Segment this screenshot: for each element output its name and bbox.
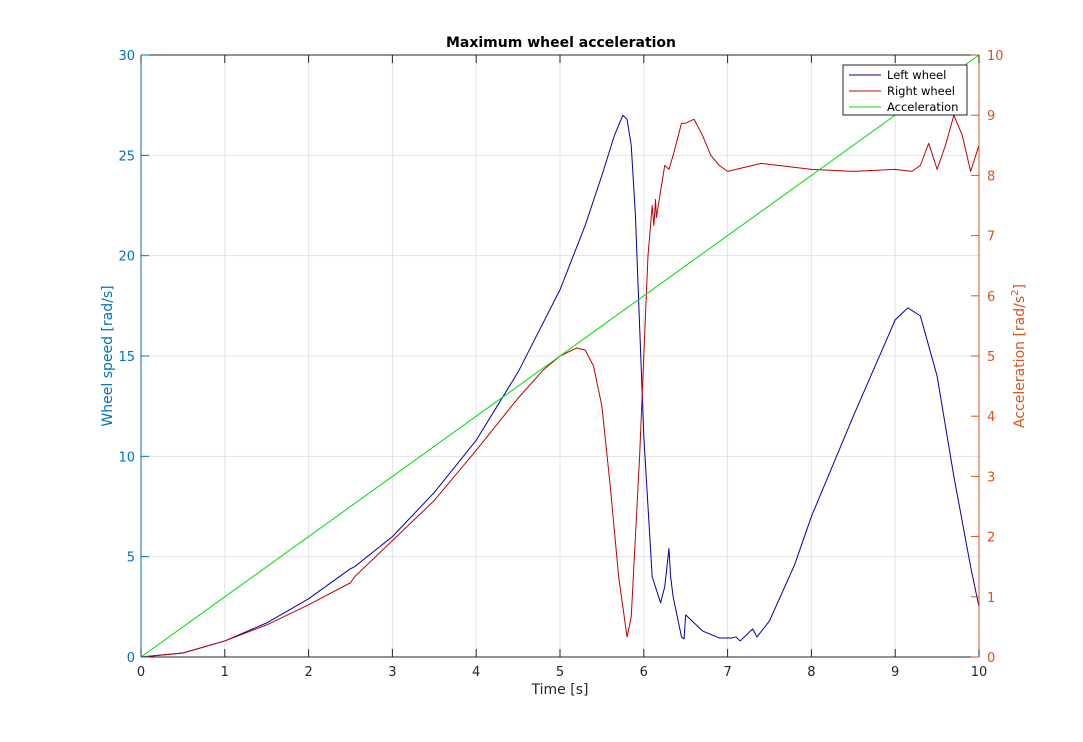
x-tick-label: 1 — [221, 665, 229, 680]
y-left-tick-label: 10 — [118, 450, 135, 465]
x-tick-label: 5 — [556, 665, 564, 680]
y-axis-left-label: Wheel speed [rad/s] — [100, 285, 116, 426]
plot-series — [140, 54, 980, 658]
x-tick-label: 4 — [472, 665, 480, 680]
y-left-tick-label: 30 — [118, 49, 135, 64]
y-axis-right-label-superscript: 2 — [1010, 289, 1021, 295]
y-axis-right-label: Acceleration [rad/s2] — [1010, 284, 1028, 428]
y-right-tick-label: 2 — [987, 531, 995, 546]
y-right-tick-label: 3 — [987, 470, 995, 485]
legend-entry-label: Acceleration — [887, 100, 958, 114]
chart-title: Maximum wheel acceleration — [446, 35, 676, 51]
series-line-acceleration — [140, 54, 980, 658]
series-line-right-wheel — [140, 114, 980, 658]
y-right-tick-label: 8 — [987, 169, 995, 184]
x-tick-label: 3 — [388, 665, 396, 680]
series-line-left-wheel — [140, 114, 980, 658]
y-right-tick-label: 4 — [987, 410, 995, 425]
x-tick-label: 9 — [891, 665, 899, 680]
y-right-tick-label: 6 — [987, 290, 995, 305]
y-left-tick-label: 15 — [118, 350, 135, 365]
x-tick-label: 10 — [971, 665, 988, 680]
y-left-tick-label: 0 — [127, 651, 135, 666]
axes — [140, 54, 980, 658]
y-right-tick-label: 10 — [987, 49, 1004, 64]
x-tick-label: 8 — [807, 665, 815, 680]
legend-entry-label: Left wheel — [887, 68, 946, 82]
y-right-tick-label: 0 — [987, 651, 995, 666]
x-tick-label: 2 — [304, 665, 312, 680]
y-left-tick-label: 20 — [118, 250, 135, 265]
x-axis-label: Time [s] — [531, 682, 589, 698]
y-right-tick-label: 5 — [987, 350, 995, 365]
y-right-tick-label: 7 — [987, 230, 995, 245]
y-left-tick-label: 5 — [127, 551, 135, 566]
legend-entry-label: Right wheel — [887, 84, 955, 98]
legend: Left wheel Right wheel Acceleration — [842, 64, 968, 116]
y-axis-right-label-main: Acceleration [rad/s — [1012, 296, 1028, 428]
y-left-tick-label: 25 — [118, 149, 135, 164]
y-axis-right-label-end: ] — [1012, 284, 1028, 289]
y-right-tick-label: 1 — [987, 591, 995, 606]
x-tick-label: 7 — [723, 665, 731, 680]
x-tick-label: 0 — [137, 665, 145, 680]
x-tick-label: 6 — [640, 665, 648, 680]
y-right-tick-label: 9 — [987, 109, 995, 124]
